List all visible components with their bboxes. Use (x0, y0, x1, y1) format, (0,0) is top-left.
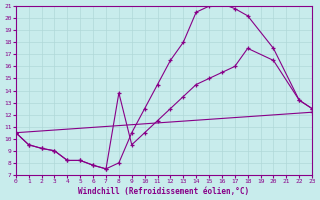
X-axis label: Windchill (Refroidissement éolien,°C): Windchill (Refroidissement éolien,°C) (78, 187, 250, 196)
